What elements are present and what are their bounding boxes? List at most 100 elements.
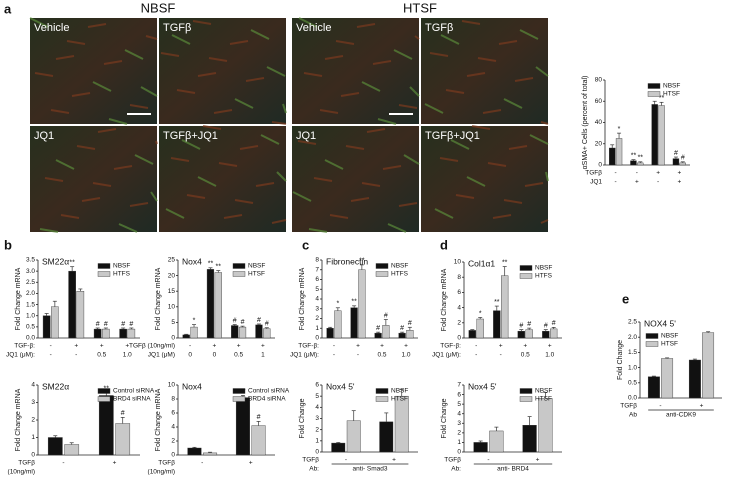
cell-fiber: [155, 140, 158, 145]
y-tick-label: 2.0: [26, 290, 35, 297]
cell-fiber: [92, 81, 112, 92]
bar: [350, 307, 358, 339]
cell-fiber: [50, 109, 70, 114]
y-tick-label: 0.0: [628, 395, 637, 402]
condition-value: +: [74, 343, 78, 350]
legend-label: HTSF: [248, 271, 265, 278]
legend-swatch: [232, 388, 246, 394]
legend-label: NBSF: [535, 388, 552, 395]
y-tick-label: 1: [457, 439, 461, 446]
y-tick-label: 7: [315, 266, 319, 273]
bar: [501, 275, 509, 339]
condition-value: +: [523, 343, 527, 350]
y-tick-label: 2: [315, 426, 319, 433]
significance-mark: #: [241, 319, 245, 326]
cell-fiber: [145, 35, 158, 40]
significance-mark: *: [479, 310, 482, 317]
condition-value: -: [333, 352, 335, 359]
y-tick-label: 1: [315, 325, 319, 332]
bar: [538, 398, 553, 453]
legend-swatch: [647, 83, 661, 89]
micrograph-label: JQ1: [34, 130, 54, 142]
legend-swatch: [375, 388, 389, 394]
cell-fiber: [398, 202, 418, 207]
condition-value: -: [50, 343, 52, 350]
condition-value: -: [75, 352, 77, 359]
cell-fiber: [487, 162, 507, 167]
bar: [517, 330, 525, 339]
cell-fiber: [313, 177, 333, 182]
chart-title: Nox4 5': [468, 381, 497, 391]
condition-label: TGFβ: [620, 403, 637, 410]
bar: [672, 158, 680, 166]
y-tick-label: 40: [595, 119, 603, 126]
legend-label: NBSF: [661, 333, 678, 340]
bar: [493, 310, 501, 339]
condition-label: TGFβ: [444, 457, 461, 464]
cell-fiber: [39, 228, 59, 233]
y-tick-label: 4: [457, 410, 461, 417]
cell-fiber: [129, 104, 149, 109]
cell-fiber: [234, 199, 254, 204]
condition-value: +: [548, 343, 552, 350]
legend-label: NBSF: [391, 263, 408, 270]
y-axis-label: Fold Change mRNA: [15, 388, 22, 451]
bar: [115, 423, 131, 456]
y-axis-label: Fold Change mRNA: [299, 267, 306, 330]
y-tick-label: 5: [315, 286, 319, 293]
micrograph: [159, 126, 286, 232]
y-tick-label: 5: [457, 401, 461, 408]
condition-value: +: [499, 343, 503, 350]
y-tick-label: 0: [171, 452, 175, 459]
cell-fiber: [409, 86, 420, 97]
y-axis-label: Fold Change mRNA: [15, 267, 22, 330]
bar: [346, 420, 361, 453]
cell-fiber: [276, 171, 287, 182]
cell-fiber: [97, 128, 117, 133]
cell-fiber: [113, 165, 133, 170]
y-tick-label: 8: [315, 257, 319, 264]
y-tick-label: 0: [457, 449, 461, 456]
cell-fiber: [324, 159, 344, 170]
legend-swatch: [519, 273, 533, 279]
cell-fiber: [434, 208, 454, 219]
cell-fiber: [197, 72, 217, 77]
cell-fiber: [218, 162, 238, 167]
y-tick-label: 3.0: [26, 268, 35, 275]
legend-swatch: [645, 341, 659, 347]
bar: [64, 444, 80, 456]
condition-value: anti- Smad3: [352, 466, 387, 473]
condition-value: -: [201, 460, 203, 467]
bar: [398, 332, 406, 339]
bar: [334, 310, 342, 339]
condition-value: +: [249, 460, 253, 467]
y-tick-label: 6: [315, 276, 319, 283]
condition-value: -: [657, 179, 659, 186]
condition-value: +: [536, 457, 540, 464]
significance-mark: **: [69, 260, 75, 267]
cell-fiber: [298, 17, 318, 28]
significance-mark: **: [659, 95, 665, 102]
y-tick-label: 5: [171, 319, 175, 326]
significance-mark: **: [631, 153, 637, 160]
cell-fiber: [398, 104, 418, 109]
condition-value: 1.0: [401, 352, 410, 359]
cell-fiber: [414, 35, 420, 40]
condition-value: -: [62, 460, 64, 467]
significance-mark: *: [193, 317, 196, 324]
y-tick-label: 5: [315, 393, 319, 400]
condition-value: -: [475, 352, 477, 359]
cell-fiber: [324, 55, 344, 60]
condition-label: JQ1 (μM): [148, 352, 175, 359]
cell-fiber: [429, 52, 449, 57]
condition-value: 0.5: [97, 352, 106, 359]
y-tick-label: 0: [315, 335, 319, 342]
condition-label: TGFβ: [18, 460, 35, 467]
cell-fiber: [498, 40, 518, 45]
cell-fiber: [361, 81, 381, 92]
legend-swatch: [375, 396, 389, 402]
bar: [473, 442, 488, 453]
y-tick-label: 6: [171, 410, 175, 417]
condition-value: anti- BRD4: [497, 466, 529, 473]
chart-title: Fibronectin: [326, 256, 368, 266]
